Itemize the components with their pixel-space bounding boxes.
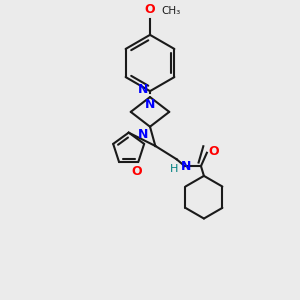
Text: H: H xyxy=(170,164,178,174)
Text: N: N xyxy=(138,83,148,96)
Text: O: O xyxy=(131,165,142,178)
Text: CH₃: CH₃ xyxy=(161,6,181,16)
Text: N: N xyxy=(138,128,148,141)
Text: O: O xyxy=(208,145,219,158)
Text: O: O xyxy=(145,3,155,16)
Text: N: N xyxy=(145,98,155,111)
Text: N: N xyxy=(181,160,191,172)
